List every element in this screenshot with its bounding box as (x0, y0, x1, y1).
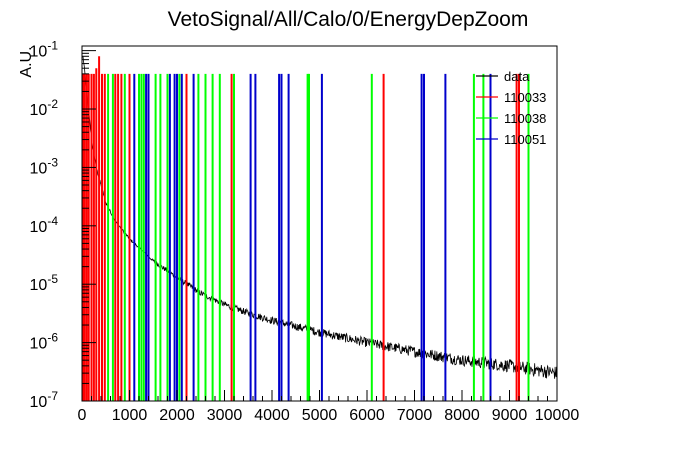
y-tick-label: 10-2 (30, 97, 59, 119)
y-tick-exponent: -5 (47, 272, 58, 286)
x-tick-label: 6000 (349, 407, 385, 424)
chart-title: VetoSignal/All/Calo/0/EnergyDepZoom (168, 8, 529, 31)
x-tick-label: 5000 (302, 407, 338, 424)
y-tick-label: 10-5 (30, 272, 59, 294)
y-tick-mantissa: 10 (30, 44, 48, 61)
x-axis: 0 1000 2000 3000 4000 5000 6000 7000 8000 9000 100… (78, 390, 580, 424)
y-axis: 10-110-210-310-410-510-610-7 (30, 39, 96, 411)
y-tick-mantissa: 10 (30, 277, 48, 294)
x-tick-label: 9000 (492, 407, 528, 424)
y-tick-label: 10-3 (30, 155, 59, 177)
x-tick-label: 7000 (397, 407, 433, 424)
y-tick-exponent: -6 (47, 331, 58, 345)
x-tick-label: 1000 (112, 407, 148, 424)
y-tick-mantissa: 10 (30, 336, 48, 353)
y-tick-label: 10-4 (30, 214, 59, 236)
y-tick-exponent: -2 (47, 97, 58, 111)
y-tick-exponent: -3 (47, 155, 58, 169)
x-tick-label: 10000 (535, 407, 580, 424)
legend-label: 110051 (504, 132, 546, 147)
y-tick-mantissa: 10 (30, 160, 48, 177)
x-tick-label: 4000 (254, 407, 290, 424)
y-axis-title: A.U. (18, 46, 35, 77)
x-tick-label: 3000 (207, 407, 243, 424)
x-tick-label: 0 (78, 407, 87, 424)
legend-label: 110038 (504, 111, 546, 126)
plot-area (82, 55, 558, 401)
x-tick-label: 8000 (444, 407, 480, 424)
y-tick-label: 10-1 (30, 39, 59, 61)
y-tick-mantissa: 10 (30, 102, 48, 119)
y-tick-label: 10-7 (30, 389, 59, 411)
legend: data 110033 110038 110051 (476, 69, 546, 147)
legend-label: data (504, 69, 530, 84)
y-tick-label: 10-6 (30, 331, 59, 353)
y-tick-exponent: -7 (47, 389, 58, 403)
y-tick-exponent: -1 (47, 39, 58, 53)
y-tick-mantissa: 10 (30, 394, 48, 411)
legend-label: 110033 (504, 90, 546, 105)
y-tick-exponent: -4 (47, 214, 58, 228)
y-tick-mantissa: 10 (30, 219, 48, 236)
series-data-line (82, 55, 558, 379)
x-tick-label: 2000 (159, 407, 195, 424)
